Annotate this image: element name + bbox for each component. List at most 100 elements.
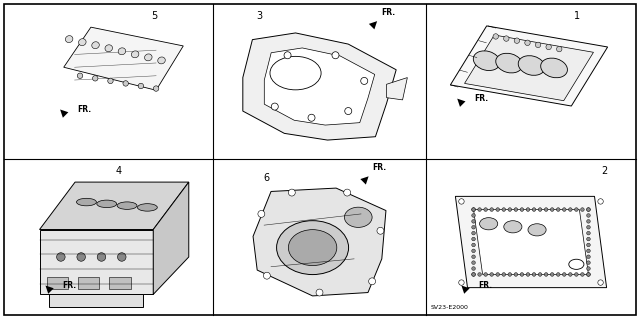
Polygon shape	[465, 35, 593, 101]
Circle shape	[478, 273, 481, 276]
Circle shape	[123, 81, 129, 86]
Text: FR.: FR.	[62, 281, 76, 290]
Text: SV23-E2000: SV23-E2000	[431, 305, 469, 310]
Circle shape	[568, 208, 572, 211]
Circle shape	[544, 208, 548, 211]
Circle shape	[459, 199, 464, 204]
Circle shape	[472, 208, 476, 211]
Ellipse shape	[504, 221, 522, 233]
Circle shape	[568, 273, 572, 276]
Polygon shape	[387, 78, 408, 100]
Circle shape	[502, 208, 506, 211]
Ellipse shape	[77, 198, 97, 206]
Polygon shape	[40, 229, 153, 294]
Circle shape	[526, 208, 530, 211]
Circle shape	[459, 280, 464, 285]
Circle shape	[264, 272, 270, 279]
Circle shape	[532, 273, 536, 276]
Circle shape	[472, 214, 476, 217]
Circle shape	[472, 219, 476, 223]
Circle shape	[490, 208, 493, 211]
Circle shape	[344, 189, 351, 196]
Polygon shape	[153, 182, 189, 294]
Circle shape	[587, 255, 590, 259]
Circle shape	[587, 267, 590, 271]
Circle shape	[472, 237, 476, 241]
Ellipse shape	[270, 56, 321, 90]
Ellipse shape	[289, 230, 337, 266]
Circle shape	[77, 253, 85, 261]
Circle shape	[118, 253, 126, 261]
Ellipse shape	[479, 218, 498, 230]
Circle shape	[538, 208, 542, 211]
Circle shape	[587, 231, 590, 235]
Circle shape	[258, 211, 265, 217]
Circle shape	[508, 208, 511, 211]
Circle shape	[598, 199, 604, 204]
Circle shape	[575, 208, 578, 211]
Text: 2: 2	[602, 167, 607, 176]
Circle shape	[56, 253, 65, 261]
Circle shape	[472, 267, 476, 271]
Ellipse shape	[92, 42, 99, 49]
Ellipse shape	[145, 54, 152, 61]
Circle shape	[316, 289, 323, 296]
Circle shape	[587, 261, 590, 264]
Circle shape	[484, 273, 488, 276]
Bar	[78, 277, 99, 289]
Ellipse shape	[118, 48, 125, 55]
Polygon shape	[253, 188, 386, 296]
Circle shape	[550, 208, 554, 211]
Circle shape	[514, 208, 518, 211]
Circle shape	[580, 208, 584, 211]
Circle shape	[377, 227, 384, 234]
Circle shape	[93, 76, 98, 81]
Ellipse shape	[105, 45, 113, 52]
Circle shape	[508, 273, 511, 276]
Circle shape	[563, 208, 566, 211]
Circle shape	[345, 108, 352, 115]
Circle shape	[472, 273, 476, 276]
Circle shape	[587, 273, 590, 276]
Circle shape	[538, 273, 542, 276]
Text: FR.: FR.	[478, 281, 492, 290]
Circle shape	[587, 219, 590, 223]
Circle shape	[580, 273, 584, 276]
Text: 3: 3	[257, 11, 263, 21]
Circle shape	[361, 78, 368, 85]
Circle shape	[520, 273, 524, 276]
Ellipse shape	[79, 39, 86, 46]
Circle shape	[472, 273, 476, 276]
Ellipse shape	[496, 53, 522, 73]
Ellipse shape	[541, 58, 568, 78]
Ellipse shape	[65, 36, 73, 42]
Circle shape	[332, 52, 339, 59]
Circle shape	[526, 273, 530, 276]
Circle shape	[472, 261, 476, 264]
Text: 6: 6	[263, 173, 269, 183]
Ellipse shape	[344, 207, 372, 227]
Circle shape	[369, 278, 376, 285]
Polygon shape	[243, 33, 396, 140]
Circle shape	[97, 253, 106, 261]
Circle shape	[587, 273, 590, 276]
Circle shape	[138, 83, 143, 89]
Circle shape	[284, 52, 291, 59]
Text: 5: 5	[151, 11, 157, 21]
Circle shape	[550, 273, 554, 276]
Circle shape	[472, 208, 476, 211]
Text: FR.: FR.	[381, 8, 396, 17]
Ellipse shape	[518, 56, 545, 75]
Circle shape	[546, 44, 552, 50]
Circle shape	[556, 273, 560, 276]
Circle shape	[490, 273, 493, 276]
Text: 1: 1	[574, 11, 580, 21]
Ellipse shape	[97, 200, 116, 208]
Text: FR.: FR.	[77, 105, 91, 114]
Circle shape	[525, 40, 530, 46]
Circle shape	[514, 273, 518, 276]
Circle shape	[587, 237, 590, 241]
Circle shape	[289, 189, 295, 196]
Circle shape	[563, 273, 566, 276]
Circle shape	[598, 280, 604, 285]
